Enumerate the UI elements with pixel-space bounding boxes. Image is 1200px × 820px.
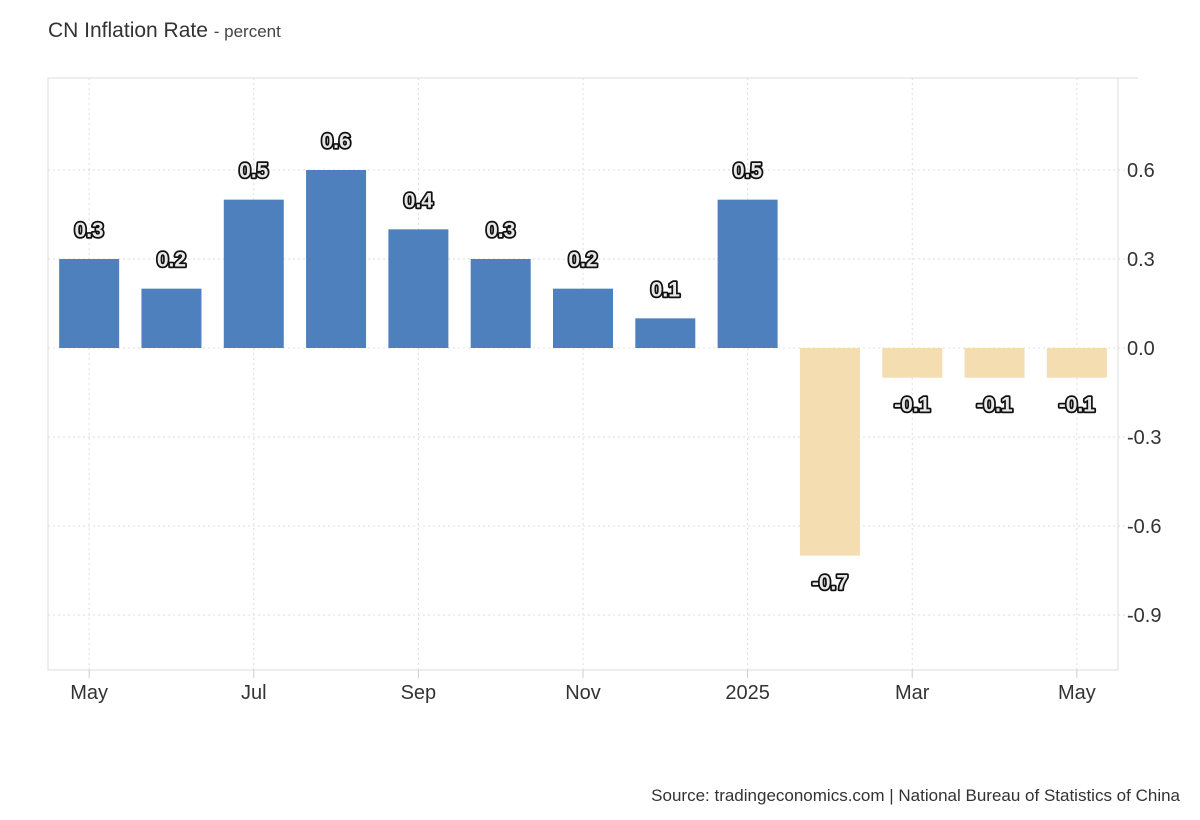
- x-tick-label: May: [70, 682, 108, 704]
- y-tick-label: 0.0: [1127, 338, 1155, 360]
- y-tick-label: -0.6: [1127, 516, 1161, 538]
- data-label: 0.2: [568, 249, 597, 272]
- data-label: -0.7: [812, 572, 848, 595]
- bar-chart: 0.3 0.2 0.5 0.6 0.4 0.3 0.2 0.1 0.5 -0.7 -0.1 -0.1 -…: [47, 77, 1161, 704]
- x-tick-label: Nov: [565, 682, 601, 704]
- data-label: 0.3: [486, 219, 515, 242]
- bar: [1046, 348, 1107, 378]
- y-tick-label: -0.9: [1127, 605, 1161, 627]
- data-labels: 0.3 0.2 0.5 0.6 0.4 0.3 0.2 0.1 0.5 -0.7 -0.1 -0.1 -…: [73, 128, 1097, 596]
- data-label: 0.5: [239, 160, 269, 183]
- data-label: 0.6: [321, 130, 350, 153]
- chart-title-text: CN Inflation Rate: [48, 19, 208, 42]
- x-axis-ticks: May Jul Sep Nov 2025 Mar May: [70, 682, 1095, 704]
- y-tick-label: 0.3: [1127, 249, 1155, 271]
- bar: [223, 199, 284, 348]
- bar: [470, 258, 531, 348]
- y-axis-ticks: 0.6 0.3 0.0 -0.3 -0.6 -0.9: [1127, 160, 1161, 627]
- bar: [141, 288, 202, 348]
- bar: [964, 348, 1025, 378]
- x-tick-label: May: [1058, 682, 1096, 704]
- data-label: 0.5: [733, 160, 763, 183]
- x-tick-label: Sep: [401, 682, 437, 704]
- bar: [306, 169, 367, 348]
- data-label: 0.4: [404, 189, 434, 212]
- bar: [59, 258, 120, 348]
- chart-title: CN Inflation Rate - percent: [48, 19, 281, 43]
- data-label: 0.3: [75, 219, 104, 242]
- x-tick-label: 2025: [725, 682, 770, 704]
- bar: [388, 229, 449, 348]
- data-label: -0.1: [894, 394, 931, 417]
- source-note: Source: tradingeconomics.com | National …: [651, 786, 1180, 805]
- data-label: -0.1: [1059, 394, 1096, 417]
- bar: [799, 348, 860, 556]
- bar: [553, 288, 613, 348]
- data-label: 0.2: [157, 249, 186, 272]
- grid-lines: [47, 77, 1138, 678]
- data-label: -0.1: [976, 394, 1013, 417]
- data-label: 0.1: [651, 278, 681, 301]
- chart-subtitle: - percent: [213, 22, 281, 41]
- y-tick-label: 0.6: [1127, 160, 1155, 182]
- bars: [59, 169, 1107, 556]
- x-tick-label: Mar: [895, 682, 930, 704]
- bar: [717, 199, 778, 348]
- y-tick-label: -0.3: [1127, 427, 1161, 449]
- bar: [882, 348, 943, 378]
- bar: [635, 318, 696, 348]
- x-tick-label: Jul: [241, 682, 267, 704]
